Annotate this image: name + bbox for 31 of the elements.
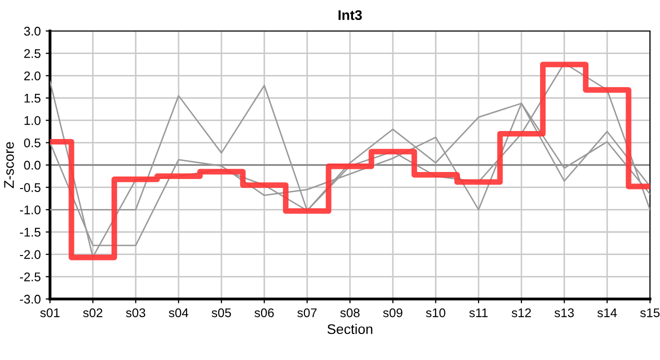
x-tick-label: s10 [426,308,446,318]
y-tick-label: 3.0 [24,26,40,36]
y-tick-label: -1.0 [20,205,40,214]
y-tick-label: 0.5 [24,138,40,148]
x-tick-label: s03 [126,308,146,318]
y-tick-label: 2.5 [24,49,40,58]
x-tick-label: s11 [469,308,488,318]
x-tick-label: s01 [40,308,60,318]
x-axis-title: Section [327,324,372,334]
x-tick-label: s07 [297,308,317,318]
x-tick-label: s05 [212,308,231,318]
y-tick-label: -3.0 [20,294,40,304]
x-tick-label: s12 [512,308,531,318]
x-tick-label: s15 [640,308,660,318]
x-tick-label: s06 [254,308,274,318]
y-tick-label: 1.5 [24,94,40,103]
y-tick-label: 2.0 [24,71,40,80]
x-tick-label: s04 [168,308,188,318]
y-tick-label: -2.0 [20,250,40,259]
y-tick-label: 1.0 [24,116,40,125]
y-tick-label: -0.5 [20,183,40,192]
y-tick-label: -2.5 [20,272,40,282]
x-tick-label: s09 [383,308,402,318]
x-tick-label: s02 [83,308,102,318]
x-tick-label: s13 [554,308,574,318]
x-tick-label: s14 [597,308,617,318]
chart-title: Int3 [338,10,362,20]
y-tick-label: -1.5 [20,228,40,237]
y-tick-label: 0.0 [24,160,40,170]
y-axis-title: Z-score [4,142,14,188]
x-tick-label: s08 [340,308,360,318]
